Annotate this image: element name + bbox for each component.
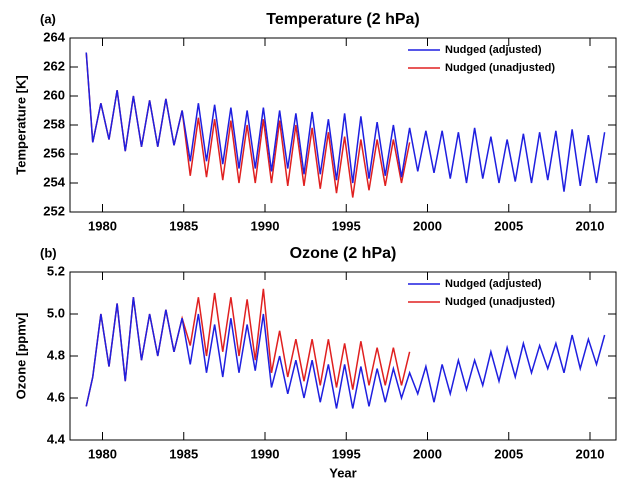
x-tick-label: 1990 [251, 446, 280, 461]
x-tick-label: 2005 [494, 446, 523, 461]
x-tick-label: 2000 [413, 218, 442, 233]
y-tick-label: 4.4 [47, 431, 66, 446]
y-tick-label: 262 [43, 58, 65, 73]
legend-label: Nudged (adjusted) [445, 278, 542, 290]
y-tick-label: 5.0 [47, 305, 65, 320]
legend-label: Nudged (unadjusted) [445, 62, 555, 74]
x-axis-label: Year [329, 465, 356, 480]
plot-frame [69, 271, 617, 441]
y-tick-label: 5.2 [47, 263, 65, 278]
panel-label: (b) [40, 245, 57, 260]
x-tick-label: 1980 [88, 446, 117, 461]
plot-frame [69, 37, 617, 213]
x-tick-label: 1995 [332, 446, 361, 461]
x-tick-label: 2010 [576, 446, 605, 461]
y-tick-label: 4.8 [47, 347, 65, 362]
x-tick-label: 2010 [576, 218, 605, 233]
chart-title: Temperature (2 hPa) [266, 11, 420, 28]
series-line [85, 52, 411, 198]
x-tick-label: 1985 [169, 446, 198, 461]
y-tick-label: 258 [43, 116, 65, 131]
x-tick-label: 1990 [251, 218, 280, 233]
y-tick-label: 260 [43, 87, 65, 102]
y-tick-label: 254 [43, 174, 65, 189]
y-tick-label: 256 [43, 145, 65, 160]
y-tick-label: 252 [43, 203, 65, 218]
y-axis-label: Ozone [ppmv] [13, 313, 28, 400]
legend-label: Nudged (adjusted) [445, 44, 542, 56]
y-tick-label: 264 [43, 29, 65, 44]
x-tick-label: 1980 [88, 218, 117, 233]
series-line [85, 52, 606, 192]
x-tick-label: 1985 [169, 218, 198, 233]
series-line [85, 297, 606, 409]
x-tick-label: 1995 [332, 218, 361, 233]
x-tick-label: 2000 [413, 446, 442, 461]
y-tick-label: 4.6 [47, 389, 65, 404]
x-tick-label: 2005 [494, 218, 523, 233]
y-axis-label: Temperature [K] [13, 75, 28, 174]
chart-title: Ozone (2 hPa) [290, 245, 397, 262]
legend-label: Nudged (unadjusted) [445, 296, 555, 308]
panel-label: (a) [40, 11, 56, 26]
